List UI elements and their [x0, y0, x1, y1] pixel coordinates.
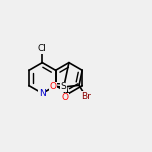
Text: O: O	[62, 93, 69, 102]
Text: S: S	[61, 82, 67, 92]
Text: Cl: Cl	[38, 44, 47, 53]
Text: Br: Br	[81, 92, 91, 101]
Text: N: N	[39, 89, 46, 98]
Text: O: O	[49, 82, 56, 91]
